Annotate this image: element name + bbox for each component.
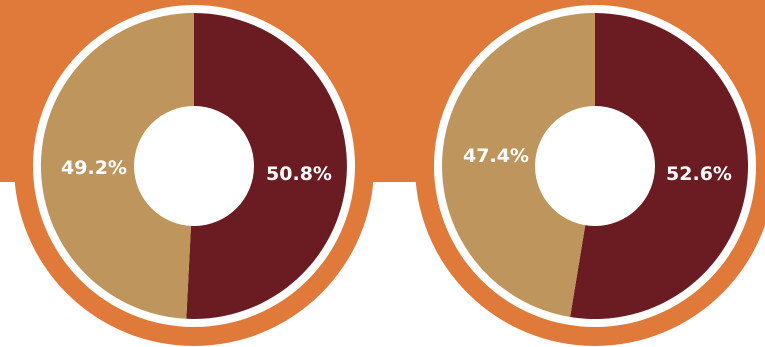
donut-1-slice-1 xyxy=(186,13,347,320)
donut-2-label-dark: 52.6% xyxy=(666,163,732,185)
donut-chart-2: 52.6% 47.4% xyxy=(415,0,765,346)
donut-2-slice-2 xyxy=(442,13,595,317)
donut-1-slices xyxy=(40,12,347,320)
donut-1-label-dark: 50.8% xyxy=(266,163,332,185)
donut-1-slice-2 xyxy=(40,12,195,319)
donut-2-hole xyxy=(535,106,655,226)
donut-chart-1: 50.8% 49.2% xyxy=(14,0,374,346)
donut-1-hole xyxy=(134,106,254,226)
donut-2-slice-1 xyxy=(570,12,749,319)
donut-2-label-light: 47.4% xyxy=(463,145,529,167)
donut-2-slices xyxy=(442,12,749,319)
donut-1-label-light: 49.2% xyxy=(61,157,127,179)
